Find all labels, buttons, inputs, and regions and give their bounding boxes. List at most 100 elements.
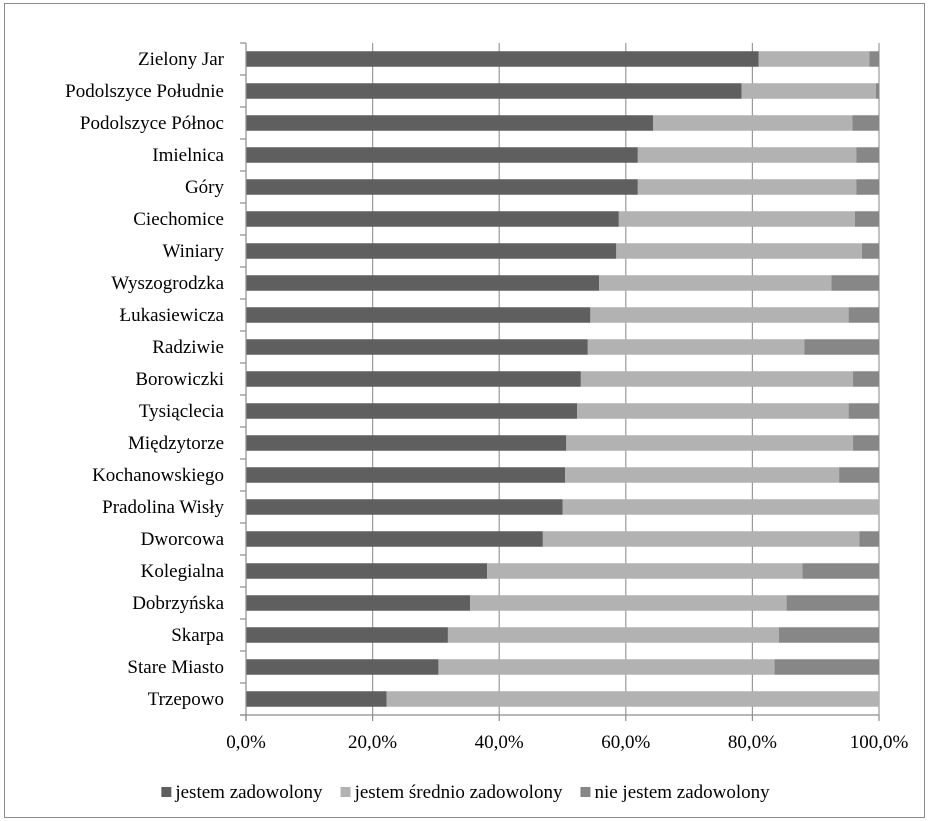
bar-podolszyce-polnoc-series-2: [653, 115, 853, 131]
bar-dworcowa-series-2: [542, 531, 860, 547]
bar-skarpa-series-3: [778, 627, 879, 643]
category-label-stare-miasto: Stare Miasto: [127, 657, 224, 678]
bar-ciechomice-series-3: [854, 211, 879, 227]
legend-swatch-series-2: [340, 787, 351, 797]
legend-swatch-series-3: [580, 787, 591, 797]
bar-tysiaclecia-series-1: [246, 403, 578, 419]
bar-trzepowo-series-2: [386, 691, 879, 707]
legend-swatch-series-1: [161, 787, 172, 797]
bar-tysiaclecia-series-3: [848, 403, 879, 419]
bar-gory-series-3: [856, 179, 879, 195]
x-tick-label: 40,0%: [475, 732, 524, 753]
bar-wyszogrodzka-series-3: [831, 275, 879, 291]
category-label-kolegialna: Kolegialna: [141, 561, 225, 582]
chart-svg: Zielony Jar Podolszyce Południe Podolszyce…: [65, 42, 908, 803]
category-label-trzepowo: Trzepowo: [148, 689, 224, 710]
bar-ciechomice-series-1: [246, 211, 619, 227]
bar-dobrzynska-series-1: [246, 595, 471, 611]
bar-skarpa-series-1: [246, 627, 448, 643]
bar-ciechomice-series-2: [618, 211, 855, 227]
category-label-radziwie: Radziwie: [152, 337, 224, 358]
bar-trzepowo-series-1: [246, 691, 387, 707]
bar-podolszyce-poludnie-series-1: [246, 83, 742, 99]
category-label-ciechomice: Ciechomice: [133, 209, 224, 230]
bar-lukasiewicza-series-2: [590, 307, 849, 323]
x-tick-label: 100,0%: [850, 732, 909, 753]
x-tick-label: 20,0%: [348, 732, 397, 753]
x-tick-labels: 0,0% 20,0% 40,0% 60,0% 80,0% 100,0%: [226, 732, 908, 753]
bar-imielnica-series-3: [856, 147, 879, 163]
bar-stare-miasto-series-1: [246, 659, 439, 675]
bar-gory-series-2: [637, 179, 857, 195]
bar-dobrzynska-series-2: [470, 595, 787, 611]
category-label-dworcowa: Dworcowa: [141, 529, 225, 550]
bar-wyszogrodzka-series-2: [599, 275, 832, 291]
bar-imielnica-series-2: [637, 147, 857, 163]
category-label-wyszogrodzka: Wyszogrodzka: [111, 273, 224, 294]
category-label-gory: Góry: [185, 177, 225, 198]
bar-gory-series-1: [246, 179, 638, 195]
x-tick-label: 80,0%: [728, 732, 777, 753]
category-label-winiary: Winiary: [163, 241, 225, 262]
bar-kochanowskiego-series-2: [565, 467, 840, 483]
bar-podolszyce-polnoc-series-1: [246, 115, 654, 131]
bar-pradolina-wisly-series-1: [246, 499, 563, 515]
legend: jestem zadowolony jestem średnio zadowolo…: [161, 782, 770, 803]
bar-miedzytorze-series-2: [566, 435, 854, 451]
bar-radziwie-series-2: [587, 339, 805, 355]
bar-pradolina-wisly-series-2: [562, 499, 879, 515]
bar-lukasiewicza-series-1: [246, 307, 591, 323]
category-labels: Zielony Jar Podolszyce Południe Podolszyce…: [65, 49, 225, 710]
bar-winiary-series-3: [861, 243, 879, 259]
bar-miedzytorze-series-3: [853, 435, 879, 451]
bar-winiary-series-1: [246, 243, 617, 259]
bar-borowiczki-series-3: [853, 371, 879, 387]
bar-stare-miasto-series-3: [774, 659, 879, 675]
bar-podolszyce-poludnie-series-2: [741, 83, 876, 99]
stacked-bar-chart: Zielony Jar Podolszyce Południe Podolszyce…: [4, 3, 925, 818]
bar-borowiczki-series-2: [580, 371, 854, 387]
bar-dworcowa-series-1: [246, 531, 543, 547]
bar-lukasiewicza-series-3: [848, 307, 879, 323]
category-label-dobrzynska: Dobrzyńska: [132, 593, 224, 614]
axes: [240, 42, 880, 721]
bar-kochanowskiego-series-1: [246, 467, 566, 483]
bar-kolegialna-series-3: [802, 563, 879, 579]
bar-dworcowa-series-3: [859, 531, 879, 547]
category-label-tysiaclecia: Tysiąclecia: [139, 401, 225, 422]
bar-podolszyce-polnoc-series-3: [852, 115, 879, 131]
bar-radziwie-series-1: [246, 339, 588, 355]
bars: [246, 51, 879, 707]
category-label-miedzytorze: Międzytorze: [128, 433, 224, 454]
category-label-podolszyce-polnoc: Podolszyce Północ: [80, 113, 224, 134]
bar-radziwie-series-3: [804, 339, 879, 355]
bar-podolszyce-poludnie-series-3: [875, 83, 879, 99]
bar-dobrzynska-series-3: [786, 595, 879, 611]
x-tick-label: 0,0%: [226, 732, 266, 753]
bar-stare-miasto-series-2: [438, 659, 775, 675]
legend-label-series-2: jestem średnio zadowolony: [354, 782, 563, 803]
x-tick-label: 60,0%: [601, 732, 650, 753]
bar-zielony-jar-series-1: [246, 51, 759, 67]
category-label-kochanowskiego: Kochanowskiego: [92, 465, 224, 486]
bar-winiary-series-2: [616, 243, 862, 259]
legend-label-series-3: nie jestem zadowolony: [594, 782, 770, 803]
bar-kochanowskiego-series-3: [839, 467, 879, 483]
category-label-pradolina-wisly: Pradolina Wisły: [102, 497, 224, 518]
legend-label-series-1: jestem zadowolony: [174, 782, 323, 803]
bar-wyszogrodzka-series-1: [246, 275, 600, 291]
bar-kolegialna-series-1: [246, 563, 488, 579]
bar-imielnica-series-1: [246, 147, 638, 163]
bar-tysiaclecia-series-2: [577, 403, 849, 419]
category-label-zielony-jar: Zielony Jar: [138, 49, 225, 70]
bar-borowiczki-series-1: [246, 371, 581, 387]
bar-skarpa-series-2: [447, 627, 779, 643]
bar-zielony-jar-series-3: [869, 51, 879, 67]
bar-zielony-jar-series-2: [758, 51, 870, 67]
category-label-borowiczki: Borowiczki: [135, 369, 224, 390]
category-label-lukasiewicza: Łukasiewicza: [120, 305, 225, 326]
category-label-skarpa: Skarpa: [171, 625, 224, 646]
bar-kolegialna-series-2: [487, 563, 803, 579]
category-label-imielnica: Imielnica: [152, 145, 224, 166]
category-label-podolszyce-poludnie: Podolszyce Południe: [65, 81, 224, 102]
